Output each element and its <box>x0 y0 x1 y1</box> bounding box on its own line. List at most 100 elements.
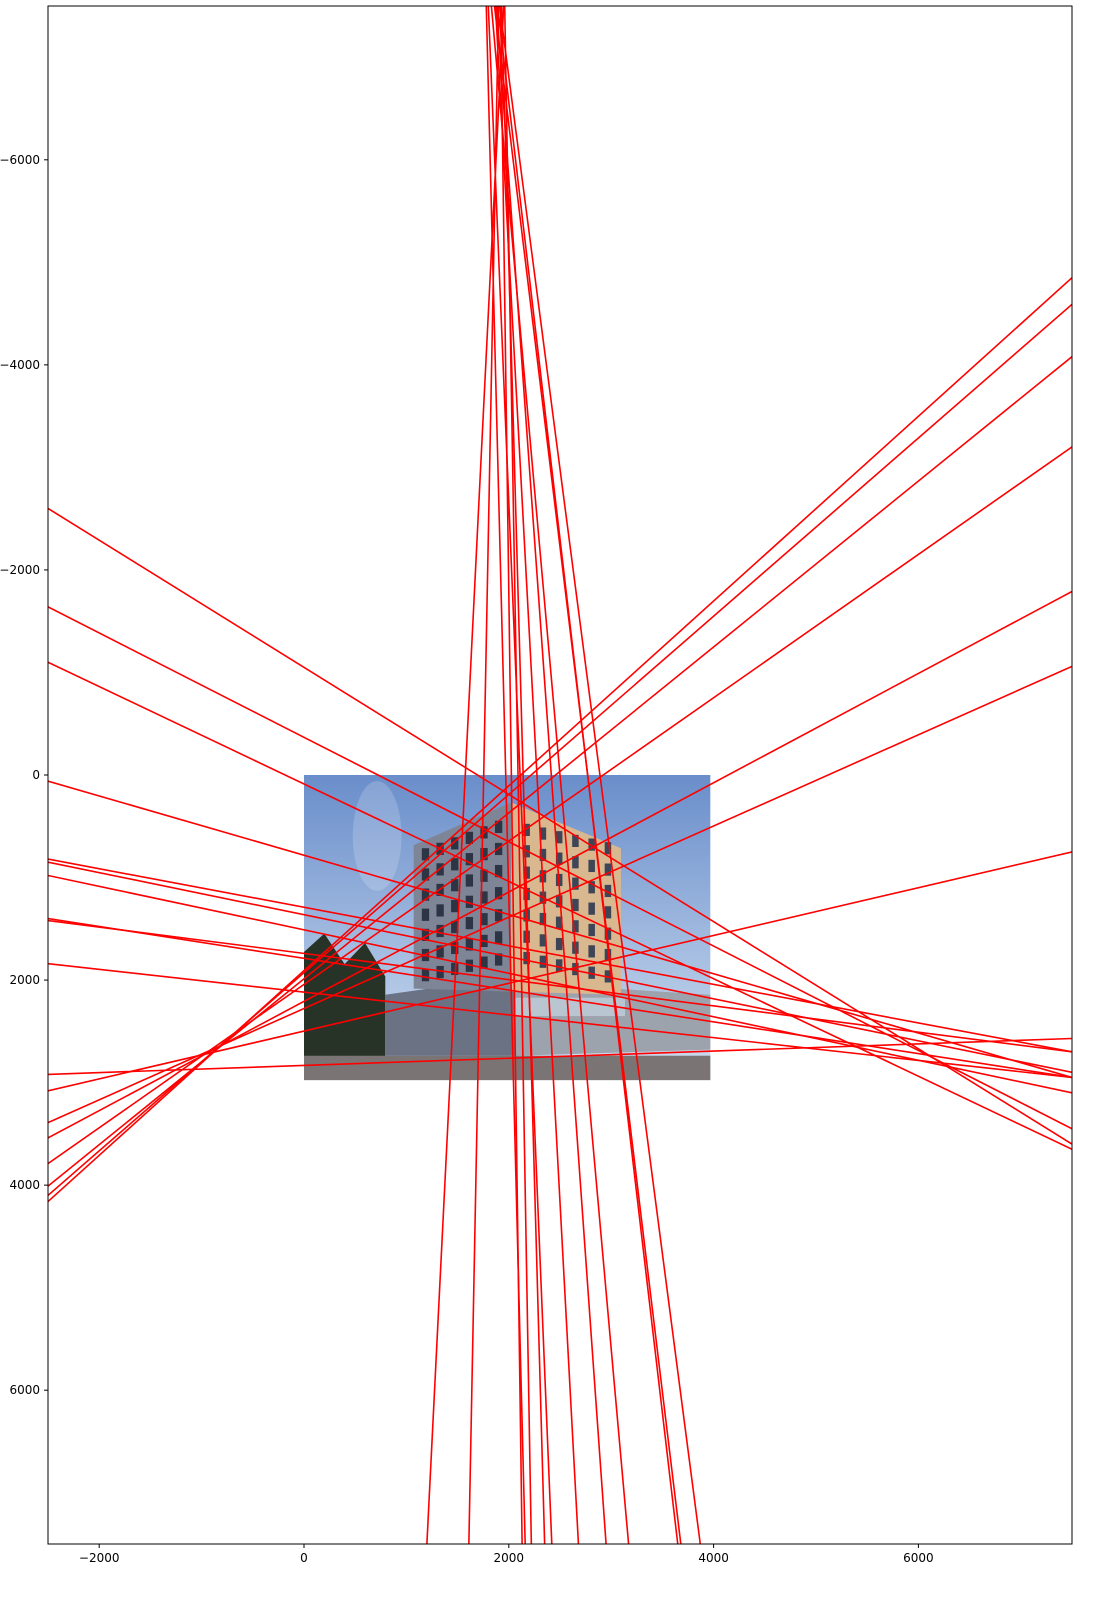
photo-window <box>555 852 563 865</box>
photo-window <box>494 887 503 900</box>
y-tick-label: −6000 <box>0 153 40 167</box>
photo-window <box>604 863 612 876</box>
photo-window <box>588 966 595 979</box>
photo-window <box>465 874 474 887</box>
photo-window <box>480 847 488 861</box>
photo-window <box>604 884 612 898</box>
photo-window <box>555 831 563 844</box>
series-line-28 <box>499 6 523 1544</box>
series-line-8 <box>48 917 1072 1079</box>
photo-window <box>523 823 530 837</box>
photo-window <box>539 955 547 968</box>
photo-window <box>555 937 563 951</box>
photo-ground <box>304 1055 711 1081</box>
x-tick-label: 6000 <box>903 1551 934 1565</box>
photo-window <box>421 908 430 921</box>
series-line-9 <box>48 919 1072 1053</box>
photo-window <box>480 956 488 969</box>
photo-window <box>465 853 474 866</box>
line-series-group <box>48 6 1072 1544</box>
photo-window <box>494 931 503 944</box>
photo-cloud <box>352 781 402 891</box>
photo-window <box>421 888 430 901</box>
y-tick-label: 4000 <box>9 1178 40 1192</box>
photo-window <box>465 895 474 908</box>
photo-window <box>539 848 547 862</box>
series-line-30 <box>426 6 505 1544</box>
photo-window <box>480 891 488 904</box>
series-line-18 <box>48 277 1072 1203</box>
series-line-1 <box>48 507 1072 1145</box>
photo-window <box>451 837 459 850</box>
series-line-4 <box>48 780 1072 1079</box>
photo-window <box>421 868 430 881</box>
x-tick-label: 0 <box>300 1551 308 1565</box>
axis-ticks-group: −2000 0 2000 4000 6000 −6000 −4000 −2000 0 2000 40… <box>0 153 934 1565</box>
photo-window <box>494 909 503 922</box>
photo-window <box>572 856 579 869</box>
photo-window <box>572 920 579 933</box>
photo-window <box>539 827 547 840</box>
photo-window <box>539 934 547 947</box>
y-tick-label: 6000 <box>9 1383 40 1397</box>
photo-window <box>465 959 474 972</box>
x-tick-label: −2000 <box>79 1551 120 1565</box>
photo-window <box>436 945 444 958</box>
y-tick-label: 0 <box>32 768 40 782</box>
y-tick-label: 2000 <box>9 973 40 987</box>
series-line-11 <box>48 1037 1072 1076</box>
photo-window <box>494 864 503 878</box>
photo-window <box>555 959 563 972</box>
photo-glass-band <box>515 997 625 1017</box>
photo-window <box>588 859 595 873</box>
series-line-5 <box>48 858 1072 1053</box>
photo-window <box>436 924 444 938</box>
photo-window <box>451 858 459 871</box>
photo-window <box>555 916 563 929</box>
photo-window <box>494 820 503 833</box>
photo-window <box>421 969 430 982</box>
photo-window <box>588 945 595 958</box>
photo-window <box>480 913 488 926</box>
photo-window <box>555 895 563 908</box>
series-line-24 <box>495 6 607 1544</box>
photo-window <box>465 831 474 844</box>
series-line-6 <box>48 861 1072 1074</box>
y-tick-label: −4000 <box>0 358 40 372</box>
photo-window <box>572 834 579 848</box>
series-line-10 <box>48 962 1072 1079</box>
series-line-15 <box>48 446 1072 1165</box>
series-line-25 <box>496 6 679 1544</box>
photo-window <box>588 881 595 894</box>
photo-window <box>480 869 488 882</box>
photo-window <box>523 951 530 965</box>
photo-window <box>465 938 474 951</box>
y-tick-label: −2000 <box>0 563 40 577</box>
photo-window <box>588 838 595 851</box>
photo-window <box>451 879 459 892</box>
photo-window <box>572 877 579 890</box>
photo-window <box>436 904 444 917</box>
series-line-27 <box>498 6 702 1544</box>
photo-window <box>451 941 459 955</box>
photo-trees <box>304 933 386 1065</box>
series-line-2 <box>48 606 1072 1130</box>
photo-window <box>421 928 430 941</box>
photo-window <box>604 906 612 919</box>
series-line-12 <box>48 851 1072 1092</box>
series-line-7 <box>48 874 1072 1094</box>
x-tick-label: 4000 <box>698 1551 729 1565</box>
photo-window <box>572 898 579 912</box>
photo-low-wing-left <box>385 976 516 1056</box>
photo-window <box>465 917 474 930</box>
photo-window <box>451 900 459 913</box>
photo-window <box>421 848 430 861</box>
x-tick-label: 2000 <box>494 1551 525 1565</box>
photo-window <box>604 927 612 940</box>
photo-window <box>436 965 444 979</box>
photo-window <box>604 948 612 962</box>
photo-window <box>588 902 595 915</box>
series-line-31 <box>503 6 533 1544</box>
photo-window <box>604 842 612 855</box>
photo-window <box>572 962 579 976</box>
